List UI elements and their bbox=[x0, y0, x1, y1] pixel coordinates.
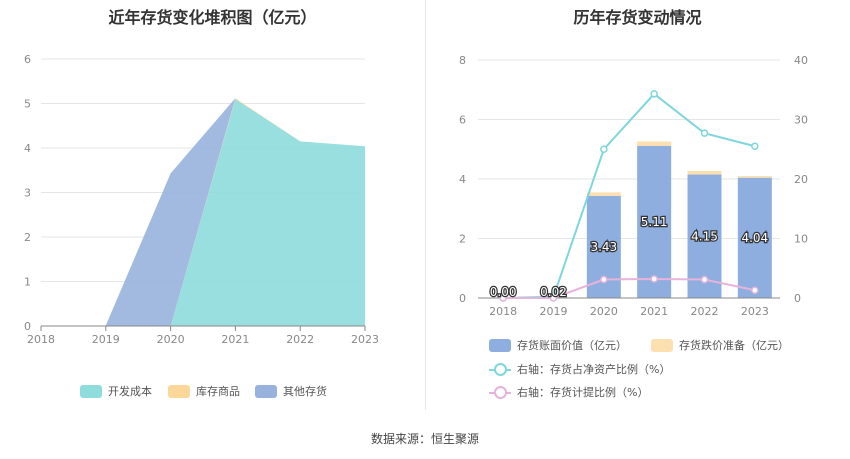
legend-swatch bbox=[489, 338, 511, 352]
y-tick-label: 2 bbox=[24, 231, 31, 244]
legend-item[interactable]: 存货跌价准备（亿元） bbox=[651, 337, 789, 353]
legend-swatch bbox=[255, 384, 277, 398]
line-point bbox=[600, 145, 608, 153]
legend-swatch bbox=[168, 384, 190, 398]
bar-reserve bbox=[687, 170, 722, 175]
y-tick-label: 3 bbox=[24, 187, 31, 200]
line-point bbox=[751, 142, 759, 151]
x-tick-label: 2020 bbox=[157, 333, 185, 346]
bar-book-value bbox=[637, 145, 672, 298]
x-tick-label: 2020 bbox=[590, 305, 618, 318]
left-chart-panel: 近年存货变化堆积图（亿元） 0 1 2 3 4 5 6 2018 2019 2020 2021 202… bbox=[0, 0, 425, 410]
line-point bbox=[650, 90, 658, 98]
line-point bbox=[650, 275, 658, 283]
legend-item[interactable]: 开发成本 bbox=[80, 383, 152, 399]
line-series-1 bbox=[503, 277, 756, 299]
x-tick-label: 2019 bbox=[92, 333, 120, 346]
y2-tick-label: 0 bbox=[794, 292, 801, 305]
y-tick-label: 6 bbox=[459, 114, 466, 127]
line-point bbox=[700, 129, 709, 137]
y-tick-label: 5 bbox=[24, 98, 31, 111]
y-tick-label: 0 bbox=[459, 292, 466, 305]
legend-label: 库存商品 bbox=[196, 385, 240, 398]
panel-divider bbox=[425, 0, 426, 410]
right-chart-title: 历年存货变动情况 bbox=[573, 8, 702, 27]
bar-book-value bbox=[737, 177, 772, 298]
stacked-area-chart: 0 1 2 3 4 5 6 2018 2019 2020 2021 2022 2023 bbox=[24, 53, 379, 346]
x-tick-label: 2019 bbox=[540, 305, 568, 318]
y-tick-label: 8 bbox=[459, 54, 466, 67]
x-tick-label: 2021 bbox=[640, 305, 668, 318]
x-tick-label: 2023 bbox=[351, 333, 379, 346]
right-chart-panel: 历年存货变动情况 0 2 4 6 8 0 10 20 30 40 2018 2019 2020 2021 2… bbox=[425, 0, 850, 410]
legend-swatch bbox=[651, 338, 673, 352]
x-tick-label: 2023 bbox=[741, 305, 769, 318]
x-tick-label: 2022 bbox=[286, 333, 314, 346]
legend-swatch bbox=[489, 362, 511, 376]
bar-data-label: 5.11 bbox=[641, 215, 668, 229]
bar-data-label: 4.04 bbox=[741, 231, 768, 245]
bar-reserve bbox=[586, 192, 621, 196]
bar-reserve bbox=[637, 141, 672, 146]
x-tick-label: 2018 bbox=[489, 305, 517, 318]
x-tick-label: 2022 bbox=[691, 305, 719, 318]
line-point bbox=[751, 286, 759, 295]
legend-label: 其他存货 bbox=[283, 385, 327, 398]
legend-item[interactable]: 右轴：存货占净资产比例（%） bbox=[489, 361, 670, 377]
legend-label: 开发成本 bbox=[108, 385, 152, 398]
legend-swatch bbox=[489, 385, 511, 399]
legend-item[interactable]: 其他存货 bbox=[255, 383, 327, 399]
bar-data-label: 0.00 bbox=[490, 285, 517, 299]
legend-label: 存货跌价准备（亿元） bbox=[679, 339, 789, 352]
legend-label: 右轴：存货占净资产比例（%） bbox=[517, 363, 671, 376]
bar-reserve bbox=[737, 176, 772, 178]
x-tick-label: 2018 bbox=[27, 333, 55, 346]
y-tick-label: 0 bbox=[24, 320, 31, 333]
y2-tick-label: 30 bbox=[794, 114, 808, 127]
legend-swatch bbox=[80, 384, 102, 398]
inventory-bar-line-chart: 0 2 4 6 8 0 10 20 30 40 2018 2019 2020 2021 2022 2023 0.… bbox=[459, 54, 808, 318]
line-point bbox=[700, 275, 709, 284]
bar-data-label: 3.43 bbox=[590, 240, 617, 254]
y-tick-label: 1 bbox=[24, 276, 31, 289]
y-tick-label: 4 bbox=[24, 142, 31, 155]
legend-item[interactable]: 右轴：存货计提比例（%） bbox=[489, 384, 648, 400]
data-source-note: 数据来源：恒生聚源 bbox=[370, 432, 479, 446]
area-series-2 bbox=[41, 98, 365, 326]
y2-tick-label: 10 bbox=[794, 233, 808, 246]
x-tick-label: 2021 bbox=[221, 333, 249, 346]
y2-tick-label: 20 bbox=[794, 173, 808, 186]
bar-data-label: 4.15 bbox=[691, 229, 718, 243]
line-point bbox=[549, 294, 558, 302]
bar-data-label: 0.02 bbox=[540, 285, 567, 299]
y-tick-label: 6 bbox=[24, 53, 31, 66]
line-point bbox=[600, 275, 608, 284]
legend-label: 右轴：存货计提比例（%） bbox=[517, 386, 649, 399]
legend-item[interactable]: 存货账面价值（亿元） bbox=[489, 337, 627, 353]
line-point bbox=[499, 294, 507, 302]
y-tick-label: 4 bbox=[459, 173, 466, 186]
y2-tick-label: 40 bbox=[794, 54, 808, 67]
y-tick-label: 2 bbox=[459, 233, 466, 246]
legend-item[interactable]: 库存商品 bbox=[168, 383, 240, 399]
legend-label: 存货账面价值（亿元） bbox=[517, 339, 627, 352]
left-chart-title: 近年存货变化堆积图（亿元） bbox=[108, 8, 317, 27]
area-series-0 bbox=[41, 99, 365, 326]
